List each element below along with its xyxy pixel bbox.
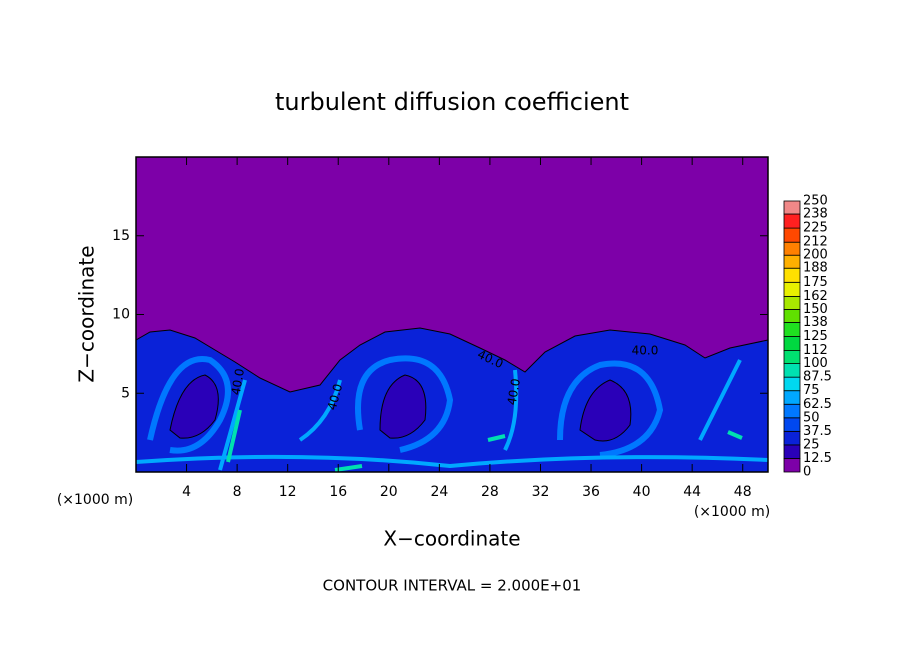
x-tick-label: 36: [582, 484, 600, 500]
contour-field: [135, 157, 769, 473]
colorbar-bin: [783, 403, 801, 419]
colorbar-label: 138: [803, 315, 828, 330]
field-core: [169, 374, 632, 442]
x-axis-label: X−coordinate: [383, 527, 520, 551]
colorbar-label: 0: [803, 465, 811, 480]
colorbar-label: 25: [803, 437, 820, 452]
chart-title: turbulent diffusion coefficient: [275, 88, 629, 116]
field-streak: [226, 409, 743, 472]
x-tick-label: 32: [532, 484, 550, 500]
colorbar-bin: [783, 363, 801, 378]
colorbar-label: 125: [803, 329, 828, 344]
colorbar-bin: [783, 227, 801, 243]
colorbar-label: 75: [803, 383, 820, 398]
colorbar-bin: [783, 458, 801, 473]
colorbar-label: 238: [803, 207, 828, 222]
colorbar-bin: [783, 281, 801, 297]
x-unit-label: (×1000 m): [694, 504, 770, 520]
contour-label: 40.0: [229, 367, 247, 396]
colorbar-label: 87.5: [803, 370, 832, 385]
colorbar-label: 112: [803, 343, 828, 358]
field-streak: [147, 355, 664, 458]
colorbar-label: 200: [803, 248, 828, 263]
colorbar-label: 100: [803, 356, 828, 371]
colorbar-label: 37.5: [803, 424, 832, 439]
colorbar-label: 175: [803, 275, 828, 290]
colorbar-label: 12.5: [803, 451, 832, 466]
colorbar-bin: [783, 376, 801, 392]
colorbar-bin: [783, 417, 801, 432]
colorbar-bin: [783, 430, 801, 446]
x-tick-label: 12: [279, 484, 297, 500]
x-tick-label: 24: [430, 484, 448, 500]
colorbar-label: 62.5: [803, 397, 832, 412]
colorbar-label: 162: [803, 289, 828, 304]
x-tick-label: 20: [380, 484, 398, 500]
x-tick-label: 4: [182, 484, 191, 500]
y-tick-label: 15: [112, 228, 130, 244]
field-streak: [135, 359, 769, 471]
colorbar-bin: [783, 267, 801, 283]
colorbar-bin: [783, 336, 801, 351]
x-tick-label: 48: [734, 484, 752, 500]
colorbar-bin: [783, 200, 801, 215]
colorbar-bin: [783, 308, 801, 323]
colorbar-bin: [783, 350, 801, 365]
x-tick-label: 16: [329, 484, 347, 500]
contour-label: 40.0: [632, 344, 659, 358]
colorbar-bin: [783, 295, 801, 310]
y-unit-label: (×1000 m): [57, 492, 133, 508]
colorbar-label: 150: [803, 302, 828, 317]
x-tick-label: 44: [683, 484, 701, 500]
contour-label: 40.0: [325, 382, 345, 411]
colorbar-label: 250: [803, 194, 828, 209]
contour-label: 40.0: [505, 377, 523, 406]
colorbar-bin: [783, 390, 801, 405]
colorbar-bin: [783, 444, 801, 459]
colorbar-label: 50: [803, 410, 820, 425]
x-tick-label: 40: [633, 484, 651, 500]
colorbar-label: 212: [803, 235, 828, 250]
colorbar-bin: [783, 322, 801, 337]
x-tick-label: 8: [233, 484, 242, 500]
y-axis-label: Z−coordinate: [75, 245, 99, 382]
footnote: CONTOUR INTERVAL = 2.000E+01: [323, 577, 582, 595]
colorbar-label: 188: [803, 261, 828, 276]
colorbar-bin: [783, 213, 801, 229]
colorbar-bin: [783, 254, 801, 269]
y-tick-label: 10: [112, 307, 130, 323]
colorbar-label: 225: [803, 221, 828, 236]
x-tick-label: 28: [481, 484, 499, 500]
colorbar-bin: [783, 241, 801, 256]
y-tick-label: 5: [121, 385, 130, 401]
